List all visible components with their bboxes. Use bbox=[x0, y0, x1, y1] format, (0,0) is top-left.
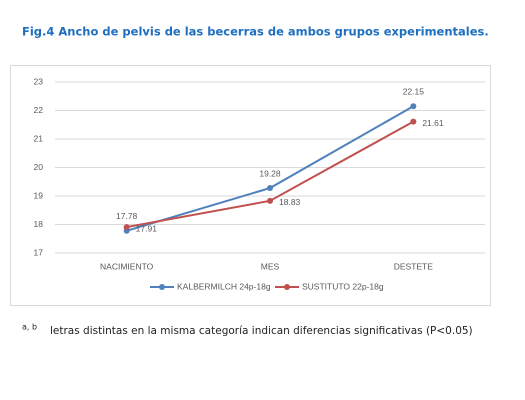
x-tick-label: NACIMIENTO bbox=[100, 261, 154, 271]
y-tick-label: 21 bbox=[34, 133, 44, 143]
point bbox=[267, 197, 273, 204]
y-tick-label: 18 bbox=[34, 219, 44, 229]
data-label: 21.61 bbox=[422, 118, 444, 128]
x-tick-label: MES bbox=[261, 261, 280, 271]
data-label: 17.91 bbox=[136, 223, 158, 233]
footnote: letras distintas en la misma categoría i… bbox=[50, 325, 473, 337]
point bbox=[410, 118, 417, 125]
legend-marker bbox=[159, 284, 165, 290]
point bbox=[123, 224, 130, 231]
data-label: 17.78 bbox=[116, 211, 138, 221]
footnote-marks: a, b bbox=[22, 323, 37, 332]
legend-marker bbox=[284, 284, 290, 290]
y-tick-label: 20 bbox=[34, 162, 44, 172]
point bbox=[267, 185, 273, 192]
legend-label: SUSTITUTO 22p-18g bbox=[302, 281, 384, 291]
y-tick-label: 23 bbox=[34, 76, 44, 86]
y-tick-label: 17 bbox=[34, 247, 44, 257]
data-label: 18.83 bbox=[279, 197, 301, 207]
chart-title: Fig.4 Ancho de pelvis de las becerras de… bbox=[22, 25, 489, 39]
x-tick-label: DESTETE bbox=[394, 261, 434, 271]
y-tick-label: 22 bbox=[34, 105, 44, 115]
chart-frame bbox=[10, 65, 491, 306]
legend-label: KALBERMILCH 24p-18g bbox=[177, 281, 271, 291]
data-label: 19.28 bbox=[259, 168, 281, 178]
point bbox=[410, 103, 417, 110]
y-tick-label: 19 bbox=[34, 190, 44, 200]
data-label: 22.15 bbox=[403, 86, 425, 96]
